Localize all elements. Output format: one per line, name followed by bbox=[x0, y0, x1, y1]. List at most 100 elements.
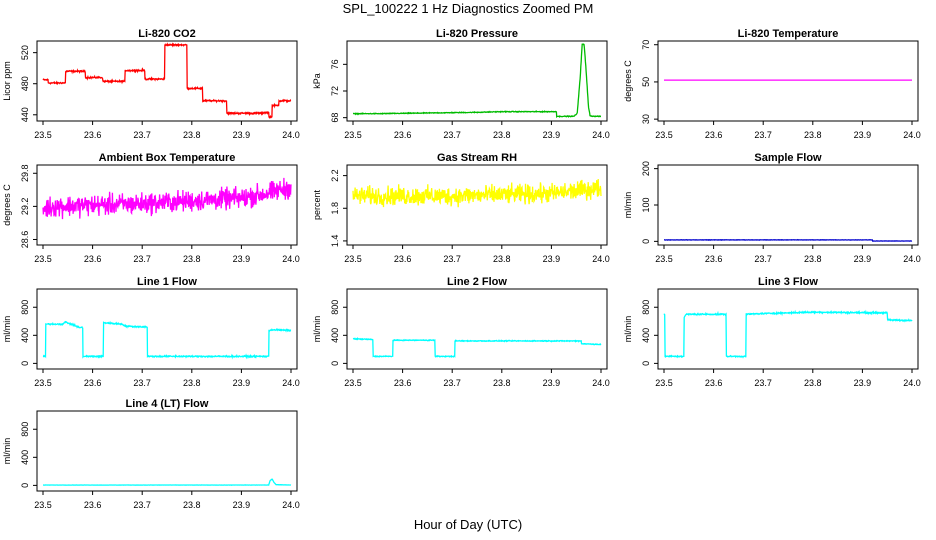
y-tick-label: 0 bbox=[641, 361, 651, 366]
x-tick-label: 23.9 bbox=[233, 130, 251, 140]
x-tick-label: 23.5 bbox=[655, 130, 673, 140]
x-tick-label: 23.6 bbox=[394, 130, 412, 140]
y-tick-label: 0 bbox=[20, 483, 30, 488]
y-tick-label: 29.2 bbox=[20, 198, 30, 216]
chart-panel: Ambient Box Temperature degrees C 23.5 23.6… bbox=[2, 152, 300, 264]
y-tick-label: 400 bbox=[330, 328, 340, 343]
plot-frame bbox=[346, 164, 608, 246]
data-series-line bbox=[42, 42, 292, 119]
y-tick-label: 28.6 bbox=[20, 231, 30, 249]
x-tick-label: 23.7 bbox=[754, 378, 772, 388]
y-tick-label: 70 bbox=[641, 40, 651, 50]
x-tick-label: 23.5 bbox=[655, 378, 673, 388]
data-series-line bbox=[42, 320, 292, 360]
x-tick-label: 23.6 bbox=[705, 130, 723, 140]
chart-panel: Line 4 (LT) Flow ml/min 23.5 23.6 23.7 23.8 23… bbox=[2, 398, 300, 510]
x-tick-label: 23.6 bbox=[394, 378, 412, 388]
x-tick-label: 23.8 bbox=[183, 254, 201, 264]
chart-panel: Sample Flow ml/min 23.5 23.6 23.7 23.8 23.9 24.… bbox=[623, 152, 921, 264]
data-series-line bbox=[42, 177, 292, 220]
chart-title: Li-820 Temperature bbox=[738, 28, 839, 40]
y-axis-label: ml/min bbox=[312, 316, 322, 343]
y-tick-label: 0 bbox=[641, 239, 651, 244]
chart-title: Ambient Box Temperature bbox=[99, 152, 236, 164]
y-tick-label: 480 bbox=[20, 76, 30, 91]
y-axis-label: degrees C bbox=[2, 184, 12, 226]
y-tick-label: 29.8 bbox=[20, 165, 30, 183]
x-tick-label: 23.9 bbox=[854, 130, 872, 140]
y-axis-label: ml/min bbox=[2, 316, 12, 343]
plot-frame bbox=[36, 40, 298, 122]
y-axis-label: Licor ppm bbox=[2, 61, 12, 101]
y-axis-label: ml/min bbox=[623, 316, 633, 343]
chart-title: Li-820 Pressure bbox=[436, 28, 518, 40]
x-tick-label: 24.0 bbox=[592, 254, 610, 264]
data-series-line bbox=[663, 309, 913, 359]
x-tick-label: 24.0 bbox=[903, 130, 921, 140]
plot-frame bbox=[346, 288, 608, 370]
chart-title: Sample Flow bbox=[754, 152, 822, 164]
y-axis-label: ml/min bbox=[2, 438, 12, 465]
x-tick-label: 23.8 bbox=[183, 500, 201, 510]
x-tick-label: 23.6 bbox=[84, 378, 102, 388]
plot-frame bbox=[657, 40, 919, 122]
chart-title: Li-820 CO2 bbox=[138, 28, 195, 40]
data-series-line bbox=[353, 43, 601, 119]
x-tick-label: 24.0 bbox=[282, 500, 300, 510]
x-axis-label: Hour of Day (UTC) bbox=[413, 517, 523, 532]
y-tick-label: 30 bbox=[641, 114, 651, 124]
y-tick-label: 50 bbox=[641, 77, 651, 87]
x-tick-label: 23.6 bbox=[705, 254, 723, 264]
chart-panel: Line 2 Flow ml/min 23.5 23.6 23.7 23.8 23.9 24.… bbox=[312, 276, 610, 388]
y-tick-label: 440 bbox=[20, 107, 30, 122]
plot-frame bbox=[36, 410, 298, 492]
data-series-line bbox=[352, 178, 602, 208]
y-tick-label: 0 bbox=[330, 361, 340, 366]
x-tick-label: 23.8 bbox=[804, 130, 822, 140]
chart-panel: Li-820 Pressure kPa 23.5 23.6 23.7 23.8 23.9 24… bbox=[312, 28, 610, 140]
x-tick-label: 23.9 bbox=[233, 500, 251, 510]
x-tick-label: 24.0 bbox=[282, 378, 300, 388]
x-tick-label: 23.7 bbox=[754, 254, 772, 264]
y-tick-label: 0 bbox=[20, 361, 30, 366]
x-tick-label: 23.7 bbox=[443, 254, 461, 264]
x-tick-label: 23.7 bbox=[443, 130, 461, 140]
x-tick-label: 23.8 bbox=[804, 254, 822, 264]
x-tick-label: 23.5 bbox=[34, 378, 52, 388]
x-tick-label: 23.8 bbox=[493, 130, 511, 140]
y-tick-label: 1.4 bbox=[330, 235, 340, 248]
x-tick-label: 23.7 bbox=[443, 378, 461, 388]
x-tick-label: 23.7 bbox=[133, 500, 151, 510]
y-axis-label: kPa bbox=[312, 73, 322, 89]
y-tick-label: 76 bbox=[330, 59, 340, 69]
plot-frame bbox=[36, 164, 298, 246]
x-tick-label: 23.9 bbox=[543, 254, 561, 264]
y-tick-label: 200 bbox=[641, 161, 651, 176]
x-tick-label: 23.7 bbox=[133, 254, 151, 264]
x-tick-label: 23.6 bbox=[84, 130, 102, 140]
y-tick-label: 72 bbox=[330, 86, 340, 96]
y-tick-label: 2.2 bbox=[330, 169, 340, 182]
chart-title: Line 3 Flow bbox=[758, 276, 818, 288]
chart-panel: Line 1 Flow ml/min 23.5 23.6 23.7 23.8 23.9 24.… bbox=[2, 276, 300, 388]
data-series-line bbox=[352, 337, 602, 358]
x-tick-label: 23.7 bbox=[133, 130, 151, 140]
chart-title: Line 1 Flow bbox=[137, 276, 197, 288]
x-tick-label: 23.6 bbox=[394, 254, 412, 264]
y-axis-label: degrees C bbox=[623, 60, 633, 102]
y-tick-label: 100 bbox=[641, 197, 651, 212]
y-axis-label: ml/min bbox=[623, 192, 633, 219]
chart-title: Line 4 (LT) Flow bbox=[126, 398, 209, 410]
y-tick-label: 800 bbox=[330, 300, 340, 315]
chart-title: Gas Stream RH bbox=[437, 152, 517, 164]
plot-frame bbox=[657, 164, 919, 246]
chart-panel: Li-820 Temperature degrees C 23.5 23.6 23.7 2… bbox=[623, 28, 921, 140]
plot-frame bbox=[346, 40, 608, 122]
y-tick-label: 400 bbox=[20, 328, 30, 343]
x-tick-label: 23.7 bbox=[754, 130, 772, 140]
page-title: SPL_100222 1 Hz Diagnostics Zoomed PM bbox=[342, 1, 594, 16]
y-tick-label: 800 bbox=[641, 300, 651, 315]
x-tick-label: 23.5 bbox=[34, 130, 52, 140]
x-tick-label: 23.8 bbox=[493, 378, 511, 388]
x-tick-label: 23.8 bbox=[183, 130, 201, 140]
